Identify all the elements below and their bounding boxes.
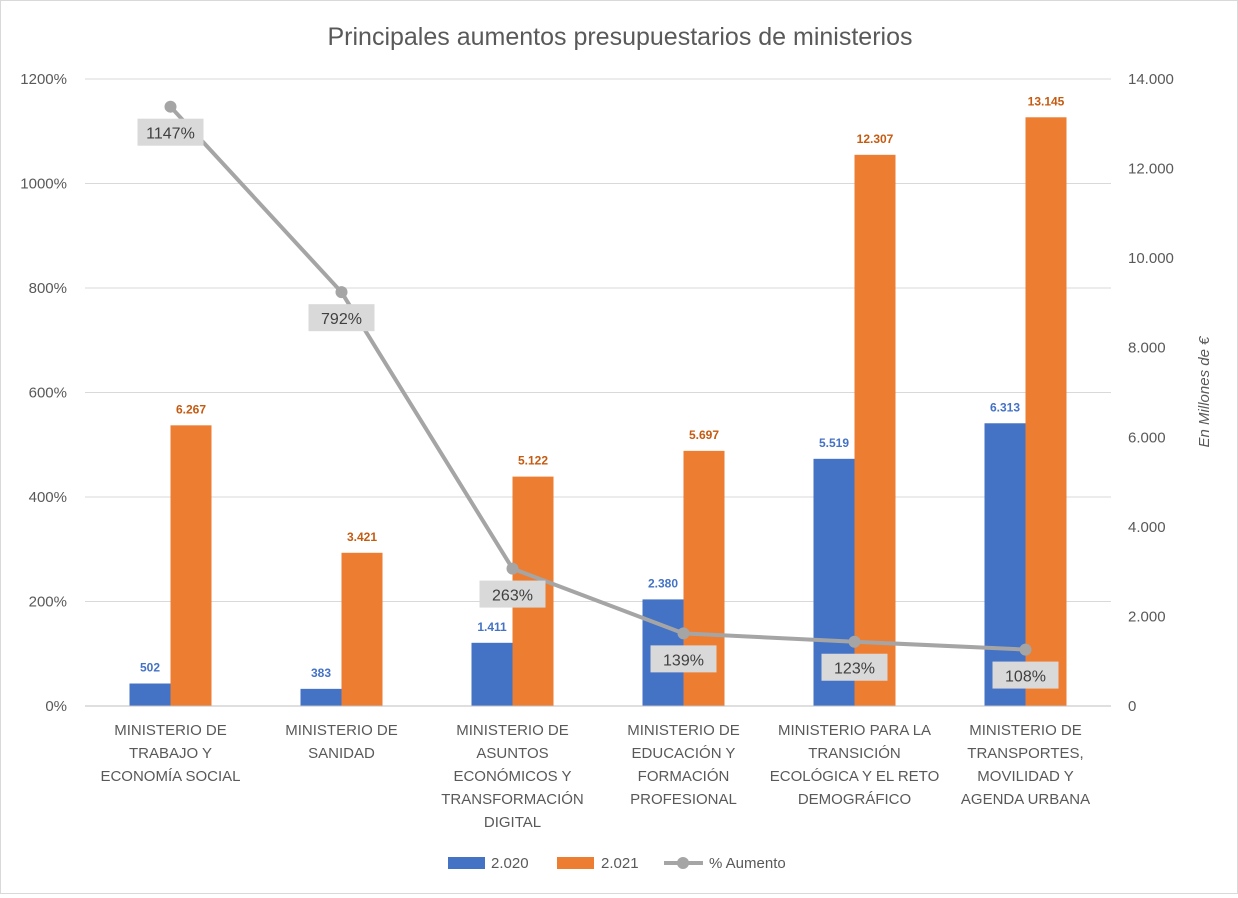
bar-2021: [341, 552, 383, 706]
line-series: 1147% 792% 263% 139% 123% 108%: [137, 100, 1059, 689]
percent-label-box: [479, 580, 546, 608]
bar-data-label: 5.122: [518, 454, 548, 468]
category-labels: MINISTERIO DE TRABAJO Y ECONOMÍA SOCIAL MIN…: [100, 722, 1090, 831]
bar-data-label: 6.267: [176, 402, 206, 416]
category-label: TRABAJO Y: [129, 745, 212, 762]
category-label: DEMOGRÁFICO: [798, 791, 911, 808]
percent-label-box: [650, 645, 717, 673]
right-tick-label: 14.000: [1128, 71, 1174, 88]
percent-data-label: 1147%: [146, 126, 195, 143]
left-axis-ticks: 0% 200% 400% 600% 800% 1000% 1200%: [20, 71, 67, 715]
bar-2020: [984, 423, 1026, 706]
line-point: [506, 562, 519, 575]
category-label: DIGITAL: [484, 814, 541, 831]
right-tick-label: 6.000: [1128, 429, 1166, 446]
category-label: MINISTERIO DE: [456, 722, 569, 739]
bar-2020: [471, 642, 513, 706]
category-label: TRANSFORMACIÓN: [441, 791, 584, 808]
percent-data-label: 108%: [1005, 669, 1046, 686]
bar-2021: [854, 154, 896, 707]
category-label: ECONÓMICOS Y: [453, 768, 571, 785]
category-label: EDUCACIÓN Y: [632, 745, 736, 762]
category-label: ASUNTOS: [476, 745, 548, 762]
bar-2021: [1025, 117, 1067, 706]
category-label: MINISTERIO DE: [285, 722, 398, 739]
legend-label-2020: 2.020: [491, 855, 529, 872]
category-label: AGENDA URBANA: [961, 791, 1090, 808]
legend-swatch-2020: [448, 857, 485, 869]
legend-label-2021: 2.021: [601, 855, 639, 872]
category-label: MINISTERIO DE: [627, 722, 740, 739]
left-tick-label: 400%: [29, 489, 67, 506]
percent-label-box: [992, 661, 1059, 689]
right-tick-label: 12.000: [1128, 161, 1174, 178]
bar-data-label: 5.519: [819, 436, 849, 450]
left-tick-label: 800%: [29, 280, 67, 297]
left-tick-label: 200%: [29, 594, 67, 611]
percent-data-label: 792%: [321, 311, 362, 328]
bar-2021: [170, 425, 212, 706]
line-point: [164, 100, 177, 113]
percent-increase-line: [169, 105, 1026, 652]
left-tick-label: 0%: [45, 698, 67, 715]
percent-data-label: 123%: [834, 661, 875, 678]
bar-2020: [129, 683, 171, 706]
right-tick-label: 8.000: [1128, 340, 1166, 357]
category-label: ECONOMÍA SOCIAL: [100, 768, 240, 785]
line-point: [1019, 643, 1032, 656]
category-label: MINISTERIO DE: [114, 722, 227, 739]
bar-data-label: 502: [140, 661, 160, 675]
category-label: PROFESIONAL: [630, 791, 737, 808]
right-tick-label: 0: [1128, 698, 1136, 715]
category-label: SANIDAD: [308, 745, 375, 762]
legend-marker-aumento: [677, 857, 689, 869]
bar-data-label: 3.421: [347, 530, 377, 544]
left-tick-label: 600%: [29, 385, 67, 402]
category-label: MINISTERIO PARA LA: [778, 722, 931, 739]
bar-data-label: 6.313: [990, 400, 1020, 414]
right-axis-ticks: 0 2.000 4.000 6.000 8.000 10.000 12.000 14.000: [1128, 71, 1174, 715]
percent-data-label: 139%: [663, 652, 704, 669]
category-label: ECOLÓGICA Y EL RETO: [770, 768, 940, 785]
bar-series: 502 383 1.411 2.380 5.519 6.313 6.267 3.421 5.12…: [129, 94, 1067, 707]
left-tick-label: 1000%: [20, 176, 67, 193]
category-label: MOVILIDAD Y: [977, 768, 1073, 785]
category-label: TRANSPORTES,: [967, 745, 1083, 762]
category-label: FORMACIÓN: [638, 768, 730, 785]
category-label: TRANSICIÓN: [808, 745, 901, 762]
bar-data-label: 5.697: [689, 428, 719, 442]
percent-label-box: [137, 118, 204, 146]
bar-2020: [300, 688, 342, 706]
legend-label-aumento: % Aumento: [709, 855, 786, 872]
bar-data-label: 13.145: [1028, 94, 1065, 108]
category-label: MINISTERIO DE: [969, 722, 1082, 739]
right-tick-label: 10.000: [1128, 250, 1174, 267]
chart-title: Principales aumentos presupuestarios de …: [327, 23, 912, 51]
bar-data-label: 1.411: [477, 620, 507, 634]
legend: 2.020 2.021 % Aumento: [448, 855, 786, 872]
left-tick-label: 1200%: [20, 71, 67, 88]
line-point: [335, 286, 348, 299]
percent-label-box: [308, 304, 375, 332]
percent-data-label: 263%: [492, 588, 533, 605]
line-point: [677, 627, 690, 640]
bar-data-label: 2.380: [648, 576, 678, 590]
bar-data-label: 383: [311, 666, 331, 680]
right-tick-label: 2.000: [1128, 608, 1166, 625]
right-axis-label: En Millones de €: [1196, 336, 1213, 448]
legend-swatch-2021: [557, 857, 594, 869]
bar-data-label: 12.307: [857, 132, 894, 146]
gridlines: [85, 78, 1111, 602]
right-tick-label: 4.000: [1128, 519, 1166, 536]
percent-label-box: [821, 653, 888, 681]
line-point: [848, 635, 861, 648]
